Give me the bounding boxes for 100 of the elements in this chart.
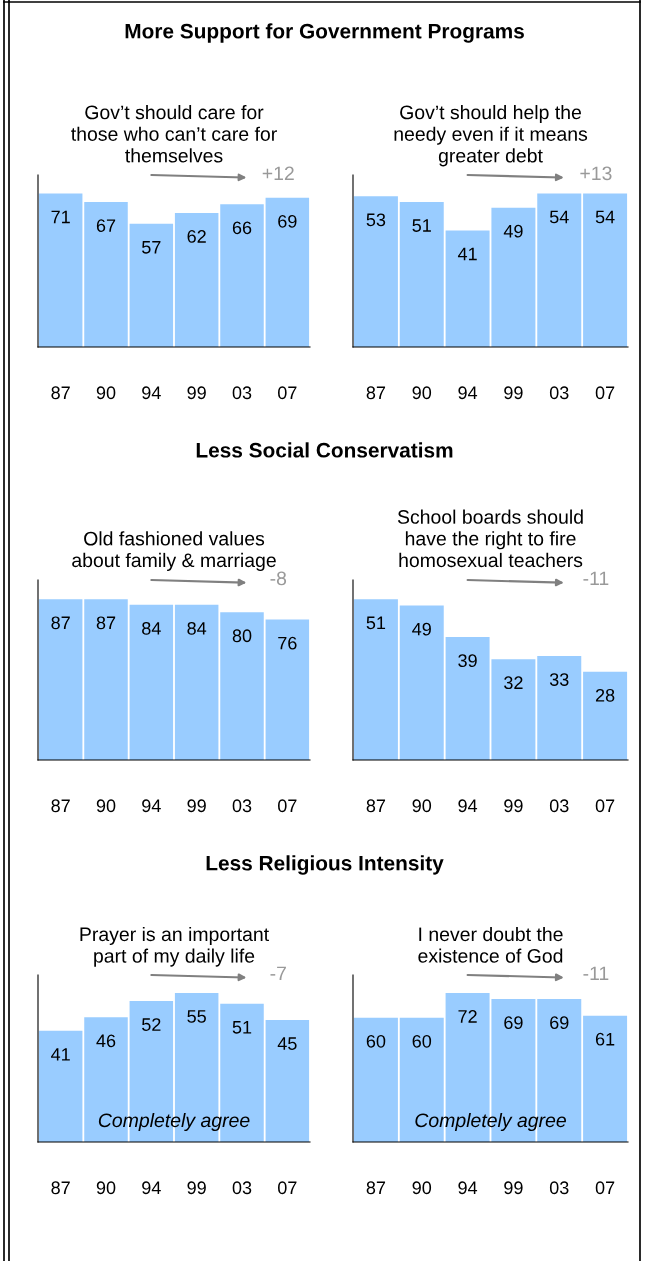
data-label: 69: [278, 214, 297, 228]
x-tick-label: 99: [187, 1181, 206, 1195]
text: +13: [580, 166, 612, 181]
x-tick-label: 07: [278, 1181, 297, 1195]
text: -7: [270, 966, 286, 981]
text: -8: [270, 571, 287, 586]
x-tick-label: 07: [595, 799, 615, 813]
x-tick-label: 99: [187, 799, 206, 813]
bar: [38, 1030, 83, 1142]
data-label: 53: [366, 213, 386, 227]
annotation: Completely agree: [415, 1112, 566, 1132]
bar: [399, 605, 444, 760]
data-label: 61: [595, 1032, 615, 1046]
bar: [129, 223, 174, 347]
bar: [537, 656, 582, 760]
chart-title: Less Social Conservatism: [196, 442, 453, 458]
data-label: 51: [366, 616, 386, 630]
bar: [174, 604, 219, 760]
data-label: 71: [51, 210, 70, 224]
data-label: 87: [51, 616, 70, 630]
x-tick-label: 03: [549, 386, 569, 400]
data-label: 54: [549, 210, 569, 224]
chart-subtitle: Gov’t should care for those who can’t care for themselves: [71, 104, 277, 163]
bar: [583, 671, 628, 760]
x-tick-label: 99: [504, 799, 523, 813]
data-label: 72: [458, 1010, 477, 1023]
bar: [38, 193, 83, 347]
x-tick-label: 07: [278, 799, 297, 813]
x-tick-label: 90: [412, 1181, 432, 1195]
bar: [220, 612, 264, 760]
bar: [583, 1015, 628, 1142]
x-tick-label: 90: [96, 1181, 116, 1195]
bar: [129, 604, 174, 760]
data-label: 69: [550, 1016, 569, 1030]
x-tick-label: 87: [51, 1181, 70, 1195]
bar: [537, 193, 582, 347]
data-label: 45: [277, 1037, 297, 1050]
data-label: 39: [458, 654, 477, 668]
chart-subtitle: I never doubt the existence of God: [418, 926, 563, 963]
x-tick-label: 94: [458, 799, 478, 813]
data-label: 32: [504, 676, 523, 690]
bar: [265, 1020, 310, 1142]
x-tick-label: 87: [366, 1181, 386, 1195]
bar: [353, 1017, 398, 1142]
chart-subtitle: Prayer is an important part of my daily life: [80, 926, 269, 967]
data-label: 76: [278, 636, 297, 650]
x-tick-label: 94: [458, 386, 478, 400]
bar: [399, 201, 444, 347]
x-tick-label: 99: [187, 386, 206, 400]
chart-title: Less Religious Intensity: [206, 855, 444, 875]
x-tick-label: 94: [142, 386, 161, 400]
x-tick-label: 87: [51, 386, 70, 400]
x-tick-label: 90: [96, 386, 116, 400]
x-tick-label: 87: [366, 799, 386, 813]
x-tick-label: 87: [366, 386, 386, 400]
bar: [353, 196, 398, 347]
data-label: 28: [595, 688, 615, 702]
x-tick-label: 03: [232, 386, 252, 400]
data-label: 84: [142, 621, 161, 635]
data-label: 41: [51, 1048, 70, 1061]
data-label: 69: [504, 1016, 523, 1030]
x-tick-label: 03: [549, 1181, 569, 1195]
data-label: 60: [366, 1034, 386, 1048]
chart-subtitle: Gov’t should help the needy even if it means greater debt: [394, 104, 588, 167]
text: -11: [583, 966, 609, 981]
chart-title: More Support for Government Programs: [125, 23, 524, 43]
data-label: 60: [412, 1034, 432, 1048]
x-tick-label: 87: [51, 799, 70, 813]
data-label: 54: [595, 210, 615, 224]
data-label: 84: [187, 621, 207, 635]
data-label: 49: [503, 224, 523, 238]
x-tick-label: 07: [595, 386, 615, 400]
text: -11: [583, 571, 609, 586]
bar: [265, 197, 310, 347]
x-tick-label: 99: [504, 386, 523, 400]
data-label: 57: [142, 241, 161, 254]
x-tick-label: 90: [412, 799, 432, 813]
bar: [38, 599, 83, 760]
x-tick-label: 90: [412, 386, 432, 400]
data-label: 33: [549, 673, 569, 686]
data-label: 51: [232, 1021, 252, 1034]
data-label: 49: [412, 622, 431, 636]
data-label: 51: [412, 219, 431, 232]
x-tick-label: 03: [232, 1181, 252, 1195]
bar: [84, 599, 128, 760]
x-tick-label: 03: [549, 799, 569, 813]
data-label: 46: [96, 1034, 116, 1048]
bar: [353, 599, 398, 760]
x-tick-label: 07: [595, 1181, 615, 1195]
data-label: 55: [187, 1010, 206, 1023]
x-tick-label: 94: [458, 1181, 478, 1195]
data-label: 80: [232, 629, 252, 643]
x-tick-label: 03: [232, 799, 252, 813]
data-label: 41: [457, 247, 477, 261]
bar: [265, 619, 310, 760]
x-tick-label: 90: [96, 799, 116, 813]
x-tick-label: 94: [142, 1181, 161, 1195]
data-label: 52: [142, 1018, 161, 1031]
annotation: Completely agree: [98, 1112, 250, 1132]
data-label: 62: [187, 230, 206, 243]
